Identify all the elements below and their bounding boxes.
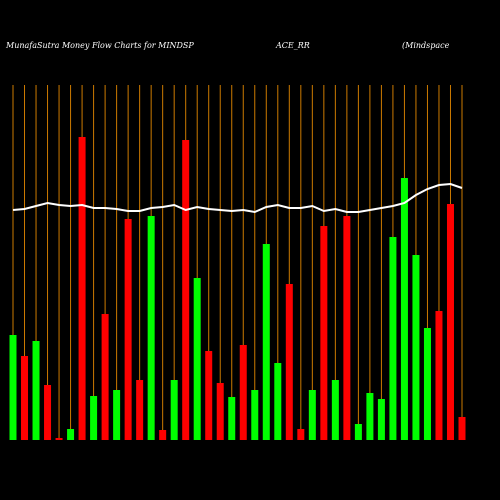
bar bbox=[308, 390, 316, 440]
bar bbox=[239, 345, 247, 440]
bar bbox=[251, 390, 259, 440]
bar bbox=[147, 216, 155, 440]
bar bbox=[389, 237, 397, 440]
bar bbox=[412, 255, 420, 440]
bar bbox=[343, 216, 351, 440]
bar bbox=[354, 424, 362, 440]
bar bbox=[262, 244, 270, 440]
bar bbox=[78, 137, 86, 440]
bar bbox=[216, 383, 224, 440]
bar bbox=[366, 393, 374, 440]
bar bbox=[170, 380, 178, 440]
bar bbox=[297, 429, 305, 440]
bar bbox=[159, 430, 167, 440]
bar bbox=[435, 311, 443, 440]
bar bbox=[423, 328, 431, 440]
chart-title: ACE_RR bbox=[275, 41, 310, 50]
bar bbox=[228, 397, 236, 440]
bar bbox=[32, 341, 40, 440]
money-flow-line bbox=[12, 182, 463, 214]
bar bbox=[446, 204, 454, 440]
bar bbox=[458, 417, 466, 440]
bar bbox=[67, 429, 75, 440]
bar bbox=[90, 396, 98, 440]
bar bbox=[113, 390, 121, 440]
bar bbox=[9, 335, 17, 440]
chart-title: (Mindspace bbox=[402, 41, 450, 50]
bar bbox=[400, 178, 408, 440]
bar bbox=[182, 140, 190, 440]
bar bbox=[205, 351, 213, 440]
bar bbox=[136, 380, 144, 440]
chart-title: MunafaSutra Money Flow Charts for MINDSP bbox=[5, 41, 194, 50]
bar bbox=[331, 380, 339, 440]
bar bbox=[55, 438, 63, 440]
bar bbox=[377, 399, 385, 440]
bar bbox=[21, 356, 29, 440]
bar bbox=[285, 284, 293, 440]
bar bbox=[274, 363, 282, 440]
bar bbox=[193, 278, 201, 440]
bar bbox=[44, 385, 52, 440]
bar bbox=[101, 314, 109, 440]
bar bbox=[320, 226, 328, 440]
bar bbox=[124, 219, 132, 440]
